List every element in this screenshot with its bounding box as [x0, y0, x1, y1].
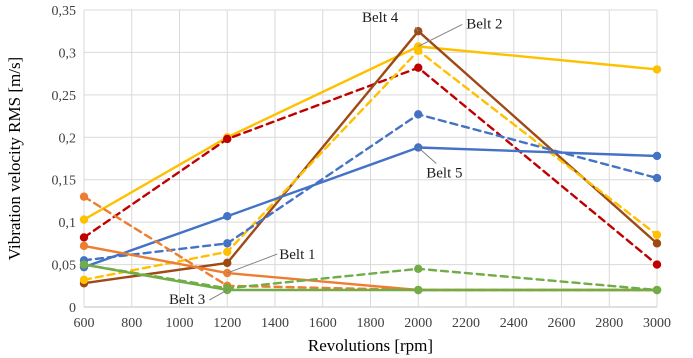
x-tick-label: 2000	[404, 316, 432, 331]
annotation-label: Belt 2	[466, 16, 502, 32]
data-point	[414, 264, 423, 274]
annotation-label: Belt 4	[362, 10, 399, 26]
annotation-leader	[227, 253, 278, 274]
annotation-leader	[418, 24, 463, 47]
data-point	[652, 239, 662, 248]
annotation-label: Belt 3	[169, 292, 205, 308]
data-point	[79, 241, 89, 251]
data-point	[223, 284, 232, 293]
x-tick-label: 800	[121, 316, 142, 331]
x-tick-label: 1000	[166, 316, 194, 331]
data-point	[223, 258, 232, 268]
x-tick-label: 1800	[357, 316, 385, 331]
series-line	[82, 30, 659, 285]
x-tick-label: 600	[74, 316, 95, 331]
x-tick-label: 2600	[548, 316, 576, 331]
data-point	[414, 110, 423, 119]
annotation-leader	[209, 289, 228, 301]
data-point	[223, 247, 232, 257]
y-axis-title: Vibration velocity RMS [m/s]	[5, 57, 24, 260]
y-tick-label: 0,15	[52, 174, 77, 189]
y-tick-label: 0,2	[59, 131, 77, 146]
y-tick-label: 0,3	[59, 46, 77, 61]
annotation-leader	[414, 26, 419, 32]
data-point	[652, 285, 662, 295]
y-tick-label: 0,25	[52, 89, 77, 104]
data-point	[652, 151, 662, 161]
x-tick-label: 2800	[595, 316, 623, 331]
data-point	[652, 230, 662, 240]
x-tick-label: 2200	[452, 316, 480, 331]
annotation-label: Belt 1	[279, 247, 315, 263]
series-line	[82, 49, 659, 281]
data-point	[414, 46, 423, 55]
gridlines	[83, 9, 658, 308]
data-point	[223, 134, 232, 144]
series-lines	[82, 30, 659, 292]
data-point	[79, 192, 89, 201]
data-point	[223, 239, 232, 248]
x-tick-label: 1200	[213, 316, 241, 331]
x-tick-label: 1600	[309, 316, 337, 331]
y-tick-label: 0,1	[59, 216, 77, 231]
x-tick-label: 1400	[261, 316, 289, 331]
data-point	[652, 260, 662, 269]
y-tick-label: 0	[69, 301, 76, 316]
data-point	[79, 233, 89, 242]
data-point	[652, 173, 662, 183]
data-point	[414, 63, 423, 72]
data-point	[652, 65, 662, 74]
y-tick-label: 0,35	[52, 4, 77, 19]
annotation-leader	[417, 147, 437, 164]
x-axis-title: Revolutions [rpm]	[308, 336, 433, 355]
x-tick-label: 3000	[643, 316, 671, 331]
data-point	[223, 212, 232, 221]
series-line	[82, 66, 659, 266]
data-point	[79, 260, 89, 269]
x-tick-label: 2400	[500, 316, 528, 331]
series-line	[82, 263, 659, 292]
data-point	[414, 285, 423, 295]
axes: 0 0,05 0,1 0,15 0,2 0,25 0,3 0,35 600 800 1000 1200…	[52, 4, 672, 331]
series-line	[82, 113, 659, 262]
annotation-label: Belt 5	[426, 165, 462, 181]
series-line	[82, 45, 659, 221]
y-tick-label: 0,05	[52, 259, 77, 274]
data-point	[79, 275, 89, 285]
data-point	[79, 215, 89, 224]
annotations: Belt 4 Belt 2 Belt 5 Belt 1 Belt 3	[169, 10, 503, 308]
